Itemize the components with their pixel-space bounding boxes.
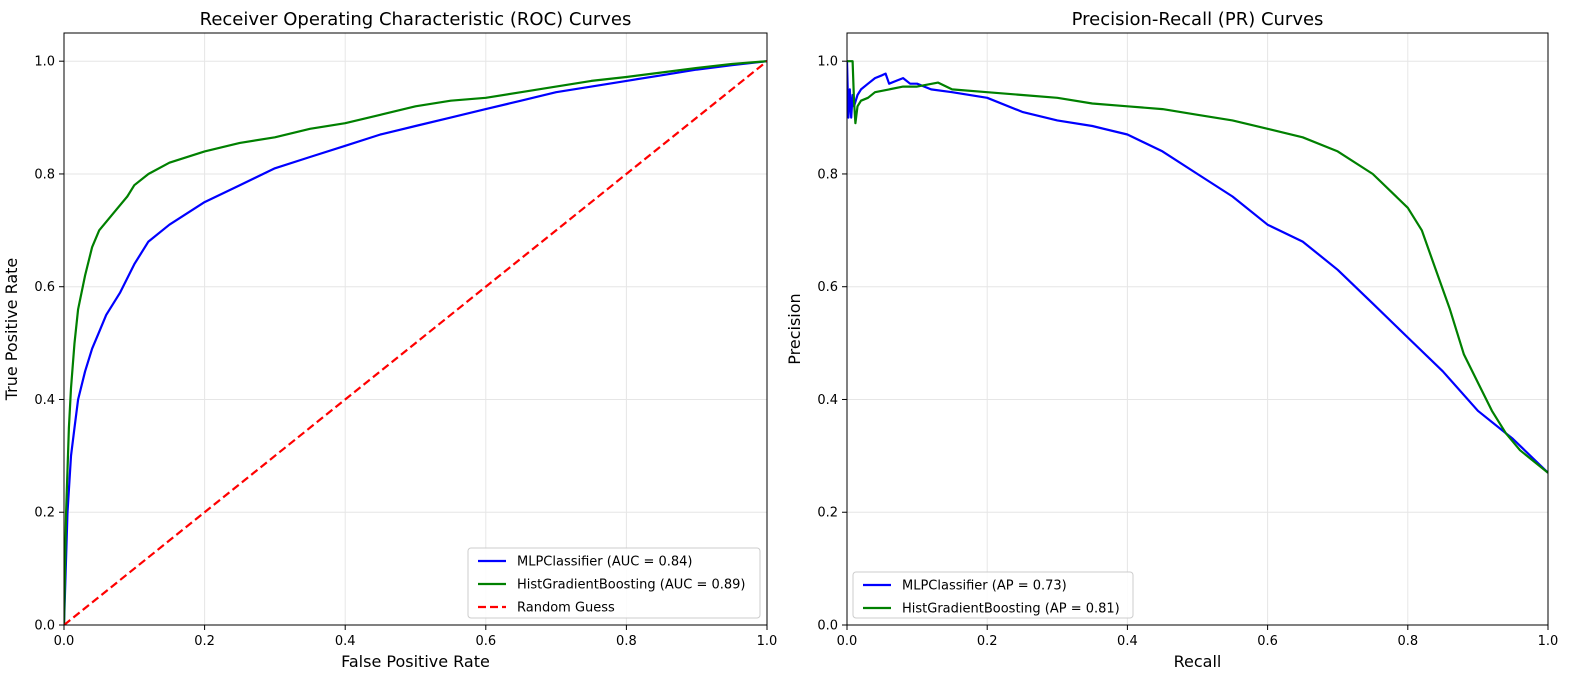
x-tick-label: 0.8 xyxy=(616,634,637,649)
y-tick-label: 0.2 xyxy=(34,506,55,521)
y-tick-label: 1.0 xyxy=(34,55,55,70)
legend-box xyxy=(467,547,761,619)
y-tick-label: 0.4 xyxy=(34,393,55,408)
x-tick-label: 0.6 xyxy=(475,634,496,649)
x-tick-label: 0.8 xyxy=(1397,634,1418,649)
series-line-1 xyxy=(847,61,1548,474)
x-tick-label: 0.4 xyxy=(335,634,356,649)
series-line-3 xyxy=(64,60,767,625)
legend: MLPClassifier (AP = 0.73) HistGradientBoo… xyxy=(852,571,1134,619)
series-line-1 xyxy=(64,60,767,625)
chart-title: Precision-Recall (PR) Curves xyxy=(1072,9,1324,30)
series-line-2 xyxy=(847,60,1548,474)
y-tick-label: 0.8 xyxy=(34,167,55,182)
x-tick-label: 1.0 xyxy=(757,634,778,649)
x-tick-label: 1.0 xyxy=(1538,634,1559,649)
x-tick-label: 0.0 xyxy=(54,634,75,649)
series-group xyxy=(64,60,767,625)
y-tick-label: 0.6 xyxy=(817,280,838,295)
y-tick-label: 0.6 xyxy=(34,280,55,295)
legend: MLPClassifier (AUC = 0.84) HistGradientBo… xyxy=(467,547,761,619)
legend-box xyxy=(852,571,1134,619)
y-tick-label: 0.0 xyxy=(817,619,838,634)
legend-label-1: MLPClassifier (AP = 0.73) xyxy=(902,579,1067,594)
y-axis-label: True Positive Rate xyxy=(2,258,21,402)
y-tick-label: 0.0 xyxy=(34,619,55,634)
x-tick-label: 0.0 xyxy=(837,634,858,649)
x-tick-label: 0.4 xyxy=(1117,634,1138,649)
y-tick-label: 0.8 xyxy=(817,167,838,182)
series-line-2 xyxy=(64,60,767,625)
y-axis-label: Precision xyxy=(785,293,804,364)
plot-frame xyxy=(846,32,1549,626)
x-axis-label: False Positive Rate xyxy=(341,652,490,671)
legend-label-3: Random Guess xyxy=(517,601,615,616)
legend-label-2: HistGradientBoosting (AP = 0.81) xyxy=(902,602,1120,617)
chart-panel-2: 0.0 0.2 0.4 0.6 0.8 1.0 0.0 0.2 0.4 0.6 0.8 1.0 Prec… xyxy=(785,9,1558,671)
series-group xyxy=(847,60,1548,474)
x-tick-label: 0.6 xyxy=(1257,634,1278,649)
chart-title: Receiver Operating Characteristic (ROC) … xyxy=(200,9,632,30)
x-tick-label: 0.2 xyxy=(977,634,998,649)
legend-label-2: HistGradientBoosting (AUC = 0.89) xyxy=(517,578,746,593)
x-tick-label: 0.2 xyxy=(194,634,215,649)
y-tick-label: 0.4 xyxy=(817,393,838,408)
y-tick-label: 0.2 xyxy=(817,506,838,521)
legend-label-1: MLPClassifier (AUC = 0.84) xyxy=(517,555,693,570)
plot-frame xyxy=(63,32,768,626)
y-tick-label: 1.0 xyxy=(817,55,838,70)
x-axis-label: Recall xyxy=(1174,652,1222,671)
chart-panel-1: 0.0 0.2 0.4 0.6 0.8 1.0 0.0 0.2 0.4 0.6 0.8 1.0 Rece… xyxy=(2,9,777,671)
